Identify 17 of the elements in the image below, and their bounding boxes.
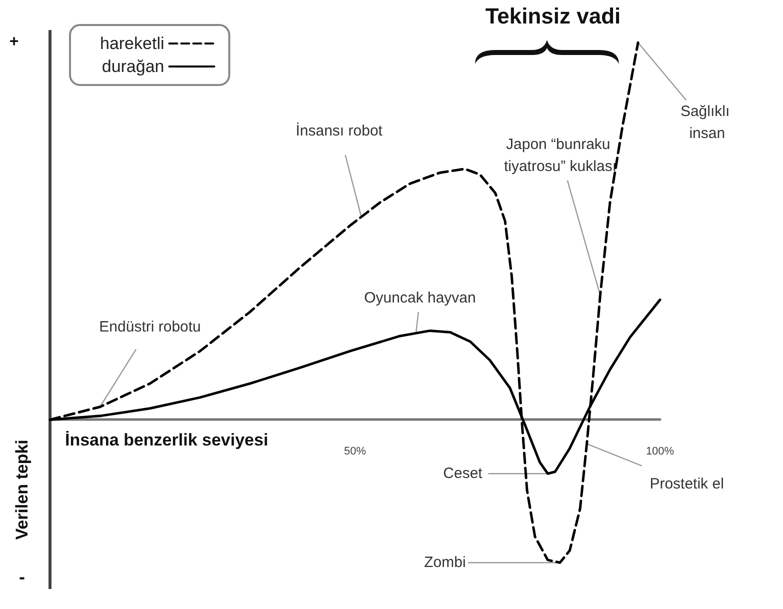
annotation: Japon “bunraku tiyatrosu” kuklası: [504, 136, 616, 175]
annotation: İnsansı robot: [296, 122, 384, 140]
legend-label: hareketli: [100, 34, 164, 53]
annotation: Ceset: [443, 465, 484, 482]
x-tick-label: 50%: [344, 446, 366, 458]
x-axis-title: İnsana benzerlik seviyesi: [65, 430, 268, 450]
annotation: Zombi: [424, 554, 466, 572]
text: +: [9, 34, 19, 50]
y-axis-title: Verilen tepki: [12, 440, 32, 540]
legend-label: durağan: [102, 57, 164, 76]
annotation: Sağlıklı insan: [680, 103, 730, 142]
x-tick-label: 100%: [646, 446, 674, 458]
annotation: Oyuncak hayvan: [364, 289, 476, 306]
text: Tekinsiz vadi: [485, 4, 621, 28]
annotation: Prostetik el: [650, 475, 724, 492]
text: -: [19, 567, 25, 587]
annotation: Endüstri robotu: [99, 318, 201, 336]
